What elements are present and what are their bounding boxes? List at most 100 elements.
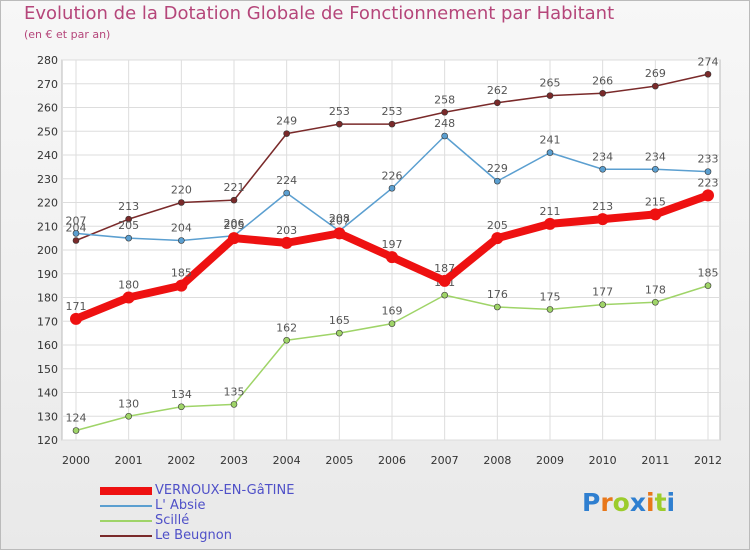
data-label: 204 (66, 222, 87, 235)
data-point (72, 237, 80, 244)
data-point (649, 208, 662, 221)
data-point (72, 230, 80, 237)
y-tick-label: 270 (37, 78, 58, 91)
y-tick-label: 150 (37, 363, 58, 376)
data-label: 207 (329, 214, 350, 227)
data-point (544, 217, 556, 230)
legend-label-beugnon: Le Beugnon (155, 528, 232, 543)
data-label: 178 (645, 283, 666, 296)
data-point (228, 232, 240, 245)
data-point (599, 89, 606, 97)
data-label: 180 (118, 279, 139, 292)
data-point (599, 165, 606, 173)
y-tick-label: 180 (37, 292, 58, 305)
data-label: 215 (645, 195, 666, 208)
logo-letter: t (654, 488, 667, 517)
data-point (546, 149, 554, 156)
data-point (494, 99, 501, 107)
data-point (122, 291, 135, 304)
data-point (125, 234, 132, 242)
y-tick-label: 190 (37, 268, 58, 281)
legend: VERNOUX-EN-GâTINE L' Absie Scillé Le Beu… (100, 483, 294, 543)
data-point (178, 199, 185, 206)
data-label: 165 (329, 314, 350, 327)
data-point (283, 189, 290, 197)
data-label: 249 (276, 115, 297, 128)
x-tick-label: 2006 (378, 454, 406, 467)
data-label: 169 (382, 305, 403, 318)
data-point (599, 301, 606, 308)
legend-item-vernoux: VERNOUX-EN-GâTINE (100, 483, 294, 498)
data-label: 262 (487, 84, 508, 97)
logo-letter: r (600, 488, 613, 517)
data-point (438, 274, 451, 287)
data-point (441, 108, 448, 116)
data-label: 265 (540, 77, 561, 90)
logo-letter: i (646, 488, 655, 517)
data-label: 124 (66, 412, 87, 425)
y-tick-label: 140 (37, 387, 58, 400)
legend-swatch-absie (100, 504, 152, 507)
y-tick-label: 200 (37, 244, 58, 257)
data-label: 185 (698, 267, 719, 280)
data-label: 130 (118, 397, 139, 410)
data-point (491, 232, 504, 245)
data-label: 234 (645, 150, 666, 163)
x-tick-label: 2005 (325, 454, 353, 467)
data-label: 205 (487, 219, 508, 232)
data-point (283, 130, 290, 137)
data-point (652, 298, 659, 306)
x-tick-label: 2002 (167, 454, 195, 467)
data-point (441, 291, 448, 299)
data-label: 213 (118, 200, 139, 213)
data-label: 185 (171, 267, 192, 280)
data-point (386, 251, 398, 264)
data-point (283, 336, 290, 344)
data-point (178, 237, 185, 244)
y-tick-label: 250 (37, 125, 58, 138)
x-tick-label: 2007 (431, 454, 459, 467)
data-point (72, 427, 80, 434)
data-point (388, 320, 396, 327)
data-label: 208 (329, 212, 350, 225)
x-tick-label: 2010 (589, 454, 617, 467)
data-point (280, 236, 293, 249)
x-tick-label: 2008 (483, 454, 511, 467)
data-label: 171 (66, 300, 87, 313)
data-label: 266 (592, 74, 613, 87)
data-label: 258 (434, 93, 455, 106)
data-point (704, 282, 712, 289)
data-point (596, 213, 609, 226)
data-label: 229 (487, 162, 508, 175)
data-label: 176 (487, 288, 508, 301)
x-tick-label: 2011 (641, 454, 669, 467)
data-label: 207 (66, 214, 87, 227)
logo-letter: P (582, 488, 601, 517)
x-tick-label: 2009 (536, 454, 564, 467)
logo-letter: i (666, 488, 676, 517)
data-label: 175 (540, 290, 561, 303)
legend-swatch-vernoux (100, 486, 152, 495)
data-label: 205 (118, 219, 139, 232)
data-point (336, 329, 343, 337)
y-tick-label: 210 (37, 220, 58, 233)
data-point (230, 401, 238, 408)
data-point (652, 165, 659, 173)
data-point (230, 196, 238, 204)
data-label: 269 (645, 67, 666, 80)
y-tick-label: 280 (37, 54, 58, 67)
data-label: 274 (698, 55, 719, 68)
legend-label-scille: Scillé (155, 513, 190, 528)
chart-title: Evolution de la Dotation Globale de Fonc… (24, 3, 615, 24)
data-point (546, 306, 554, 313)
data-point (546, 92, 554, 99)
data-point (336, 120, 343, 128)
data-point (125, 412, 132, 420)
y-tick-label: 170 (37, 315, 58, 328)
data-label: 187 (434, 262, 455, 275)
data-point (441, 132, 448, 140)
data-label: 177 (592, 286, 613, 299)
data-point (388, 184, 396, 192)
y-tick-label: 240 (37, 149, 58, 162)
